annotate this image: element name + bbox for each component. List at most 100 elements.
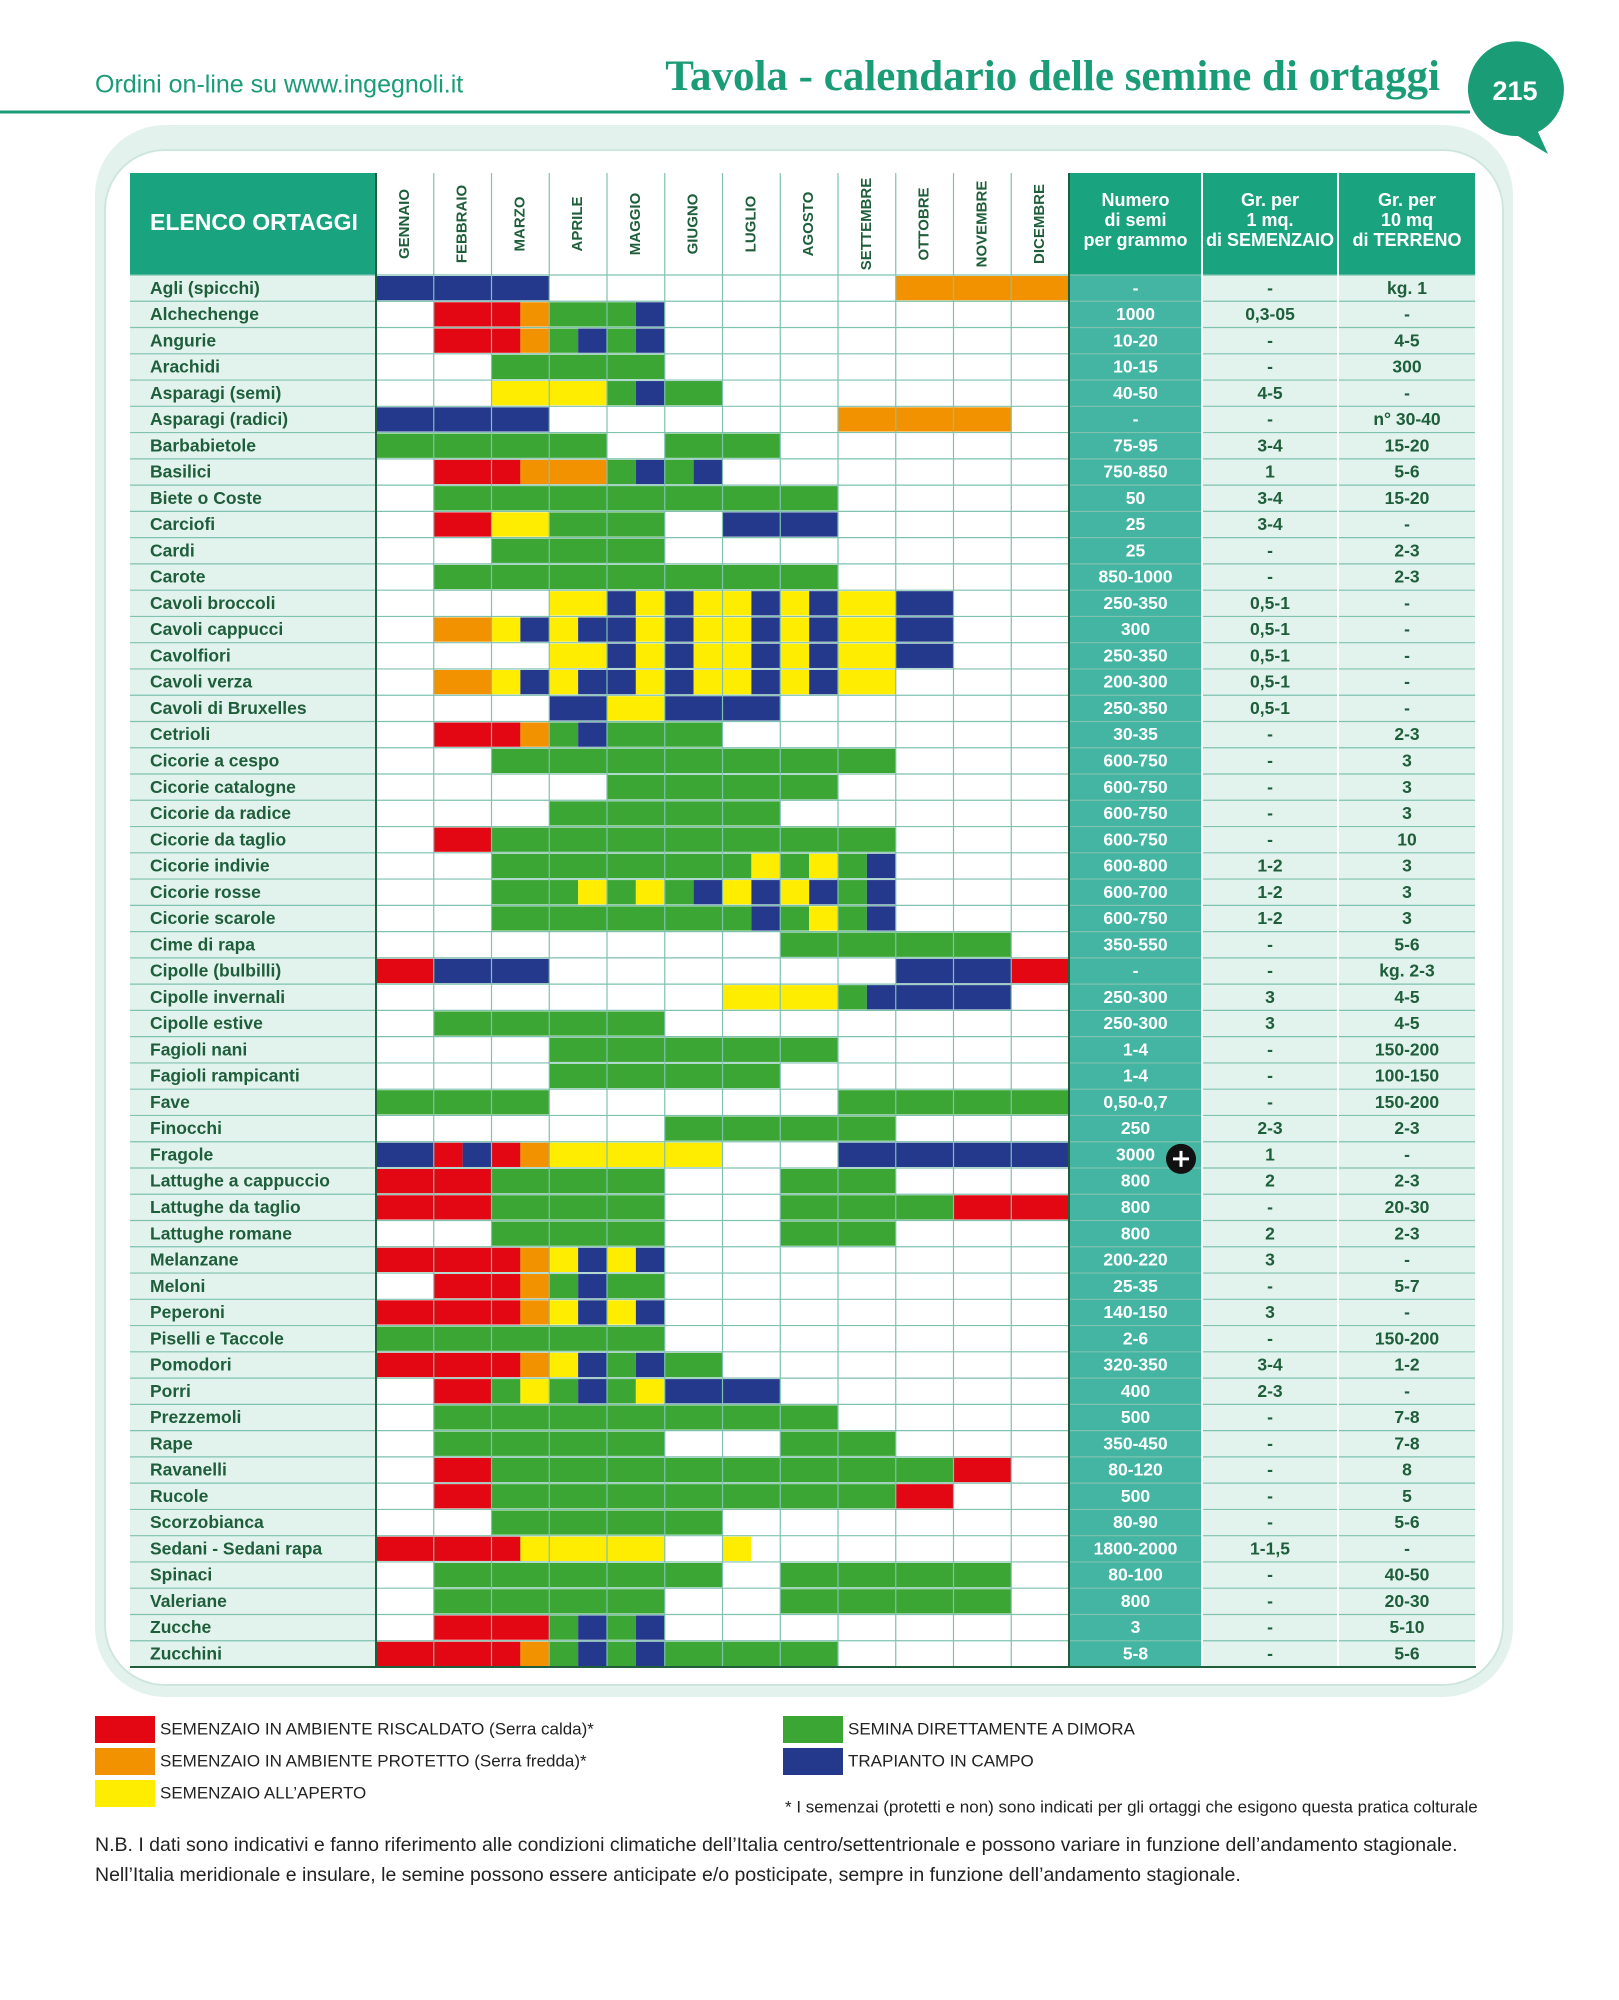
calendar-cell: [607, 880, 636, 905]
calendar-cell: [953, 958, 1012, 984]
info-value: -: [1267, 1197, 1273, 1217]
info-value: 2-6: [1123, 1328, 1149, 1348]
calendar-cell: [866, 906, 896, 931]
info-value: 600-750: [1103, 803, 1167, 823]
calendar-cell: [664, 853, 723, 879]
calendar-cell: [376, 1300, 434, 1325]
info-value: 800: [1121, 1197, 1150, 1217]
header-cell: [1069, 173, 1202, 275]
calendar-cell: [635, 1641, 665, 1666]
vegetable-name: Porri: [150, 1381, 191, 1401]
vegetable-name: Zucchini: [150, 1643, 222, 1663]
vegetable-name: Lattughe da taglio: [150, 1197, 301, 1217]
info-cell: [1202, 406, 1338, 433]
info-value: 1: [1265, 1144, 1275, 1164]
vegetable-name: Cime di rapa: [150, 934, 255, 954]
info-cell: [1338, 721, 1476, 748]
calendar-cell: [491, 407, 550, 432]
calendar-cell: [607, 1168, 665, 1194]
info-value: -: [1267, 567, 1273, 587]
info-value: -: [1404, 593, 1410, 613]
vegetable-name: Cicorie rosse: [150, 882, 261, 902]
info-value: -: [1267, 357, 1273, 377]
calendar-cell: [491, 1142, 521, 1167]
vegetable-name: Cavoli verza: [150, 672, 252, 692]
calendar-cell: [433, 1300, 492, 1325]
info-cell: [1338, 1141, 1476, 1168]
info-value: 320-350: [1103, 1355, 1167, 1375]
calendar-cell: [607, 853, 665, 879]
vegetable-name: Cardi: [150, 540, 195, 560]
name-cell: [130, 1535, 376, 1562]
calendar-cell: [780, 1195, 838, 1220]
calendar-cell: [607, 1562, 665, 1588]
calendar-cell: [895, 1457, 954, 1483]
vegetable-name: Fave: [150, 1092, 190, 1112]
calendar-cell: [607, 748, 665, 774]
column-header: Numero: [1101, 190, 1169, 210]
info-cell: [1069, 1614, 1202, 1641]
calendar-cell: [664, 591, 694, 616]
calendar-cell: [491, 1379, 521, 1404]
column-header: 1 mq.: [1246, 210, 1293, 230]
calendar-cell: [953, 1589, 1012, 1614]
info-value: kg. 2-3: [1379, 961, 1435, 981]
info-cell: [1202, 1062, 1338, 1090]
calendar-cell: [635, 591, 665, 616]
legend-swatch: [783, 1716, 843, 1743]
info-value: 2-3: [1394, 1118, 1420, 1138]
info-value: 1000: [1116, 304, 1155, 324]
info-cell: [1069, 301, 1202, 328]
calendar-cell: [722, 801, 781, 826]
info-cell: [1069, 327, 1202, 354]
info-cell: [1069, 826, 1202, 853]
info-value: 800: [1121, 1171, 1150, 1191]
name-cell: [130, 984, 376, 1011]
calendar-cell: [722, 1536, 752, 1561]
info-cell: [1069, 1115, 1202, 1142]
calendar-cell: [549, 381, 607, 406]
calendar-cell: [838, 827, 896, 852]
calendar-cell: [433, 433, 492, 458]
calendar-cell: [520, 1641, 550, 1666]
calendar-cell: [491, 1641, 521, 1666]
info-cell: [1069, 1299, 1202, 1326]
calendar-cell: [780, 643, 810, 668]
calendar-cell: [895, 985, 954, 1010]
calendar-cell: [635, 669, 665, 695]
month-header: GIUGNO: [685, 193, 702, 254]
info-cell: [1069, 984, 1202, 1011]
info-value: -: [1267, 278, 1273, 298]
vegetable-name: Rape: [150, 1433, 193, 1453]
calendar-cell: [635, 302, 665, 327]
calendar-cell: [376, 1536, 434, 1561]
vegetable-name: Cavoli broccoli: [150, 593, 275, 613]
calendar-cell: [376, 276, 434, 301]
calendar-cell: [433, 1168, 492, 1194]
calendar-cell: [722, 1063, 781, 1089]
calendar-cell: [780, 1431, 838, 1456]
calendar-cell: [433, 1011, 492, 1036]
calendar-cell: [607, 1589, 665, 1614]
calendar-cell: [953, 1562, 1012, 1588]
calendar-cell: [491, 1247, 521, 1273]
column-header: di TERRENO: [1352, 230, 1461, 250]
info-value: 3: [1265, 1302, 1275, 1322]
vegetable-name: Fagioli nani: [150, 1039, 247, 1059]
calendar-cell: [578, 1352, 607, 1378]
calendar-cell: [376, 1247, 434, 1273]
calendar-cell: [376, 1352, 434, 1378]
info-value: 20-30: [1385, 1197, 1430, 1217]
info-cell: [1338, 826, 1476, 853]
calendar-cell: [607, 354, 665, 380]
info-cell: [1338, 537, 1476, 564]
name-cell: [130, 1640, 376, 1667]
month-header: MAGGIO: [627, 192, 644, 255]
info-cell: [1338, 485, 1476, 512]
info-value: -: [1404, 1381, 1410, 1401]
info-value: 850-1000: [1099, 567, 1173, 587]
info-value: 2-3: [1394, 724, 1420, 744]
info-value: 2-3: [1257, 1118, 1283, 1138]
info-cell: [1202, 301, 1338, 328]
calendar-cell: [549, 748, 607, 774]
